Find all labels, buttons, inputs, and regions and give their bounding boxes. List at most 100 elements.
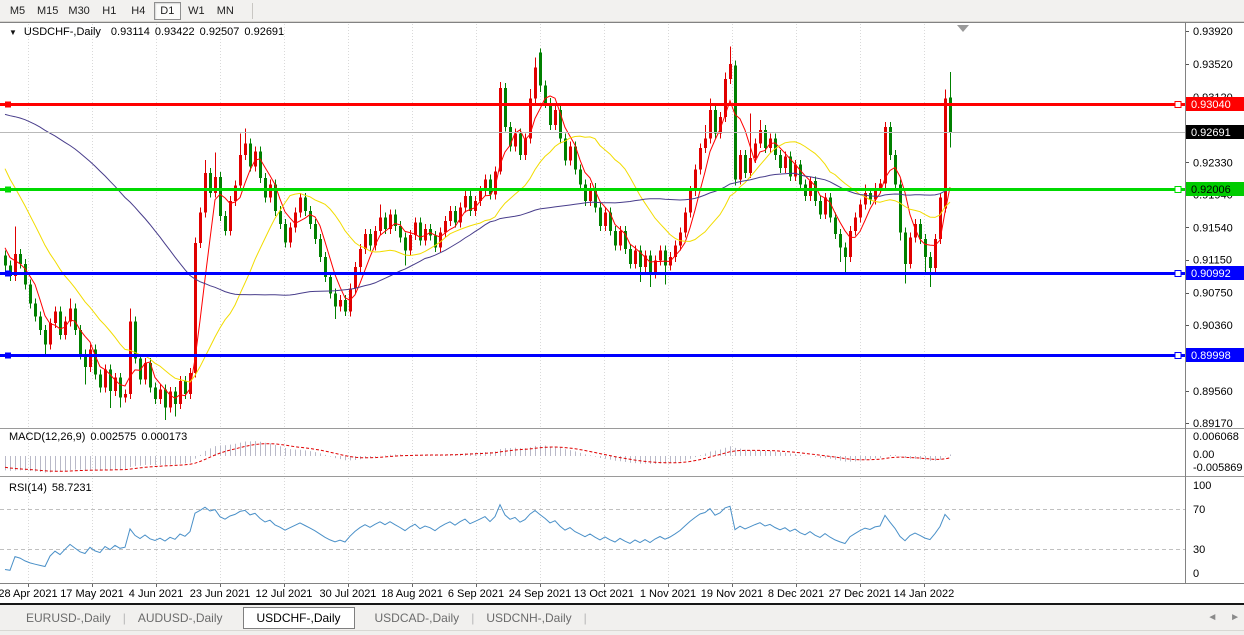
timeframe-d1-button[interactable]: D1 — [153, 1, 181, 20]
candle — [894, 154, 897, 185]
candle — [59, 311, 62, 335]
candle — [549, 102, 552, 126]
tab-audusd-daily[interactable]: AUDUSD-,Daily — [126, 607, 235, 629]
svg-text:0.006068: 0.006068 — [1193, 431, 1239, 443]
timeframe-m5-button[interactable]: M5 — [4, 2, 31, 20]
candle — [674, 245, 677, 258]
timeframe-h4-button[interactable]: H4 — [125, 2, 152, 20]
horizontal-line-objects[interactable] — [0, 101, 1185, 359]
candle — [484, 179, 487, 192]
candle — [249, 143, 252, 167]
svg-text:18 Aug 2021: 18 Aug 2021 — [381, 588, 443, 600]
candle — [504, 87, 507, 127]
line-handle — [1174, 352, 1182, 359]
svg-text:23 Jun 2021: 23 Jun 2021 — [190, 588, 251, 600]
timeframe-w1-button[interactable]: W1 — [183, 2, 210, 20]
candle — [414, 222, 417, 235]
svg-text:0.89560: 0.89560 — [1193, 386, 1233, 398]
candle — [704, 138, 707, 149]
line-handle — [1174, 101, 1182, 108]
candle — [529, 98, 532, 139]
candle — [89, 349, 92, 367]
candle — [519, 133, 522, 155]
candle — [29, 284, 32, 304]
svg-text:0.92691: 0.92691 — [1191, 127, 1231, 139]
macd-pane: 0.006068 0.00-0.005869 — [4, 431, 1243, 474]
price-axis[interactable]: 0.939200.935200.931200.923300.919400.915… — [1186, 26, 1233, 430]
tab-usdcnh-daily[interactable]: USDCNH-,Daily — [474, 607, 583, 629]
candle — [144, 362, 147, 380]
ohlc-close: 0.92691 — [244, 26, 285, 38]
svg-text:28 Apr 2021: 28 Apr 2021 — [0, 588, 58, 600]
macd-indicator-label: MACD(12,26,9) 0.002575 0.000173 — [9, 431, 192, 443]
candle — [179, 381, 182, 405]
candle — [454, 210, 457, 223]
candle — [329, 276, 332, 294]
candle — [834, 217, 837, 235]
tab-divider: | — [471, 610, 475, 625]
time-axis[interactable]: 28 Apr 2021 17 May 2021 4 Jun 2021 23 Jun 2… — [0, 584, 954, 600]
timeframe-toolbar: M5 M15 M30 H1 H4 D1 W1 MN — [0, 0, 1244, 22]
tab-scroll-left-icon[interactable]: ◄ — [1207, 612, 1218, 623]
candle — [749, 158, 752, 173]
candle — [949, 97, 952, 133]
ma-5-line — [4, 95, 951, 399]
candle — [614, 230, 617, 246]
candle — [639, 250, 642, 268]
candle — [644, 255, 647, 268]
timeframe-mn-button[interactable]: MN — [212, 2, 239, 20]
tab-usdcad-daily[interactable]: USDCAD-,Daily — [363, 607, 472, 629]
timeframe-m30-button[interactable]: M30 — [64, 2, 93, 20]
candle — [924, 239, 927, 258]
candle — [119, 377, 122, 398]
tab-eurusd-daily[interactable]: EURUSD-,Daily — [14, 607, 123, 629]
candle — [469, 196, 472, 211]
tab-divider: | — [583, 610, 587, 625]
candle — [114, 377, 117, 391]
candle — [19, 253, 22, 264]
candle — [724, 78, 727, 117]
candle — [379, 217, 382, 231]
candle — [734, 65, 737, 180]
candle — [244, 143, 247, 155]
tab-scroll-right-icon[interactable]: ► — [1230, 612, 1240, 623]
candle — [854, 217, 857, 231]
svg-text:0.89170: 0.89170 — [1193, 418, 1233, 430]
candle — [534, 67, 537, 99]
svg-text:0.90750: 0.90750 — [1193, 288, 1233, 300]
chevron-down-icon[interactable]: ▼ — [9, 28, 17, 37]
moving-average-lines — [4, 95, 951, 399]
candle — [719, 116, 722, 134]
svg-text:0.92330: 0.92330 — [1193, 157, 1233, 169]
candle — [539, 52, 542, 86]
svg-text:100: 100 — [1193, 480, 1211, 492]
candle — [169, 391, 172, 408]
candle — [939, 197, 942, 240]
candle — [744, 154, 747, 173]
svg-text:13 Oct 2021: 13 Oct 2021 — [574, 588, 634, 600]
candle — [659, 250, 662, 261]
candle — [399, 225, 402, 238]
rsi-name: RSI(14) — [9, 482, 47, 494]
candle — [184, 381, 187, 395]
timeframe-h1-button[interactable]: H1 — [96, 2, 123, 20]
chart-shift-marker-icon[interactable] — [957, 25, 969, 32]
candle — [684, 212, 687, 233]
symbol-label: USDCHF-,Daily — [23, 26, 101, 38]
rsi-line — [4, 503, 951, 571]
candle — [764, 130, 767, 149]
candle — [319, 239, 322, 258]
line-handle — [5, 186, 11, 193]
candle — [109, 369, 112, 391]
candle — [859, 204, 862, 218]
candle — [344, 300, 347, 312]
chart-title: ▼ USDCHF-,Daily 0.93114 0.93422 0.92507 0.926… — [9, 26, 289, 38]
candle — [289, 227, 292, 243]
support-price-badge — [1186, 266, 1244, 280]
tab-usdchf-daily[interactable]: USDCHF-,Daily — [242, 606, 355, 629]
svg-text:-0.005869: -0.005869 — [1193, 462, 1243, 474]
candle — [49, 323, 52, 345]
timeframe-m15-button[interactable]: M15 — [33, 2, 62, 20]
